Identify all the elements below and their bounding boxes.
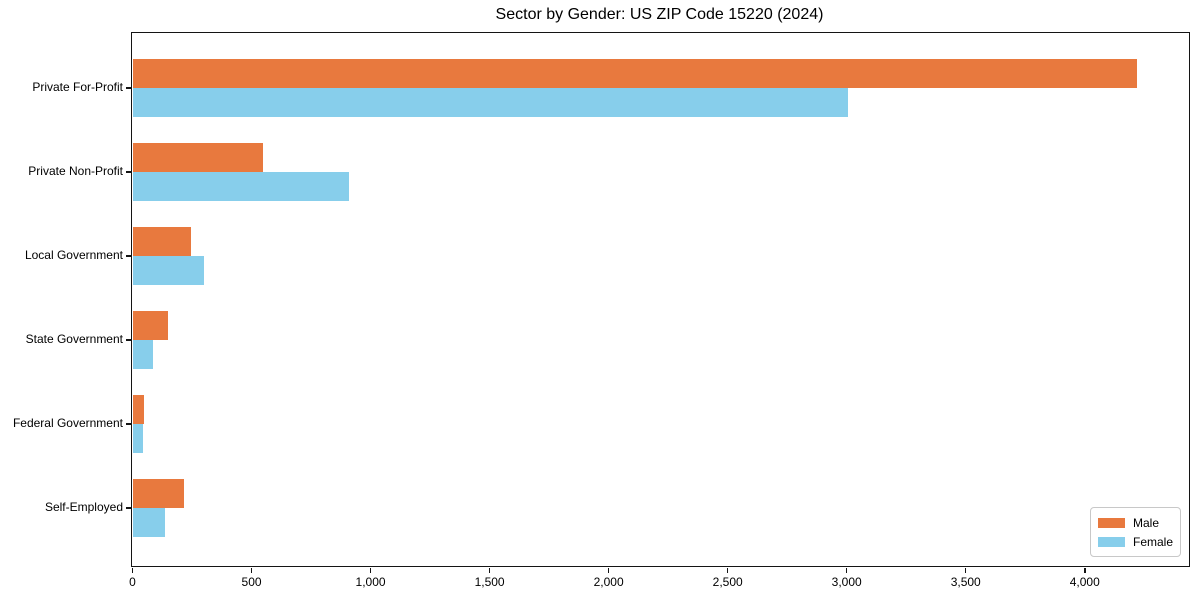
- legend-item-female: Female: [1098, 535, 1173, 549]
- x-tick-label-1000: 1,000: [355, 575, 386, 589]
- legend-item-male: Male: [1098, 516, 1173, 530]
- bar-private-for-profit-male: [132, 59, 1138, 88]
- y-tick-mark: [126, 423, 131, 425]
- bar-private-for-profit-female: [132, 88, 848, 117]
- y-tick-label-private-non-profit: Private Non-Profit: [28, 164, 123, 178]
- bar-self-employed-female: [132, 508, 165, 537]
- bar-state-government-female: [132, 340, 153, 369]
- x-tick-mark: [488, 568, 491, 573]
- y-tick-label-private-for-profit: Private For-Profit: [32, 80, 123, 94]
- y-tick-mark: [126, 171, 131, 173]
- x-tick-mark: [369, 568, 372, 573]
- x-tick-mark: [131, 568, 134, 573]
- x-tick-mark: [1084, 568, 1086, 573]
- bar-local-government-male: [132, 227, 191, 256]
- y-tick-label-self-employed: Self-Employed: [44, 500, 123, 514]
- bar-federal-government-male: [132, 395, 145, 424]
- bar-private-non-profit-female: [132, 172, 350, 201]
- x-tick-mark: [845, 568, 848, 573]
- bar-self-employed-male: [132, 479, 184, 508]
- x-tick-label-4000: 4,000: [1069, 575, 1100, 589]
- x-tick-mark: [964, 568, 967, 573]
- x-tick-label-2000: 2,000: [593, 575, 624, 589]
- legend-swatch-male: [1098, 517, 1125, 528]
- bar-local-government-female: [132, 256, 204, 285]
- y-tick-mark: [126, 255, 131, 257]
- legend-label-female: Female: [1133, 534, 1174, 549]
- y-tick-label-local-government: Local Government: [24, 248, 123, 262]
- legend-label-male: Male: [1133, 515, 1160, 530]
- x-tick-label-3000: 3,000: [831, 575, 862, 589]
- x-tick-mark: [726, 568, 729, 573]
- x-tick-label-1500: 1,500: [474, 575, 505, 589]
- x-tick-label-500: 500: [241, 575, 262, 589]
- x-tick-mark: [250, 568, 253, 573]
- legend: Male Female: [1090, 507, 1181, 557]
- x-tick-label-3500: 3,500: [950, 575, 981, 589]
- x-tick-mark: [607, 568, 610, 573]
- chart-title: Sector by Gender: US ZIP Code 15220 (202…: [495, 6, 824, 23]
- bar-state-government-male: [132, 311, 169, 340]
- y-tick-mark: [126, 339, 131, 341]
- legend-swatch-female: [1098, 536, 1125, 547]
- y-tick-mark: [126, 87, 131, 89]
- x-tick-label-2500: 2,500: [712, 575, 743, 589]
- y-tick-mark: [126, 507, 131, 509]
- bar-private-non-profit-male: [132, 143, 264, 172]
- bar-federal-government-female: [132, 424, 144, 453]
- plot-area: [131, 32, 1190, 567]
- y-tick-label-federal-government: Federal Government: [12, 416, 123, 430]
- x-tick-label-0: 0: [129, 575, 136, 589]
- y-tick-label-state-government: State Government: [25, 332, 123, 346]
